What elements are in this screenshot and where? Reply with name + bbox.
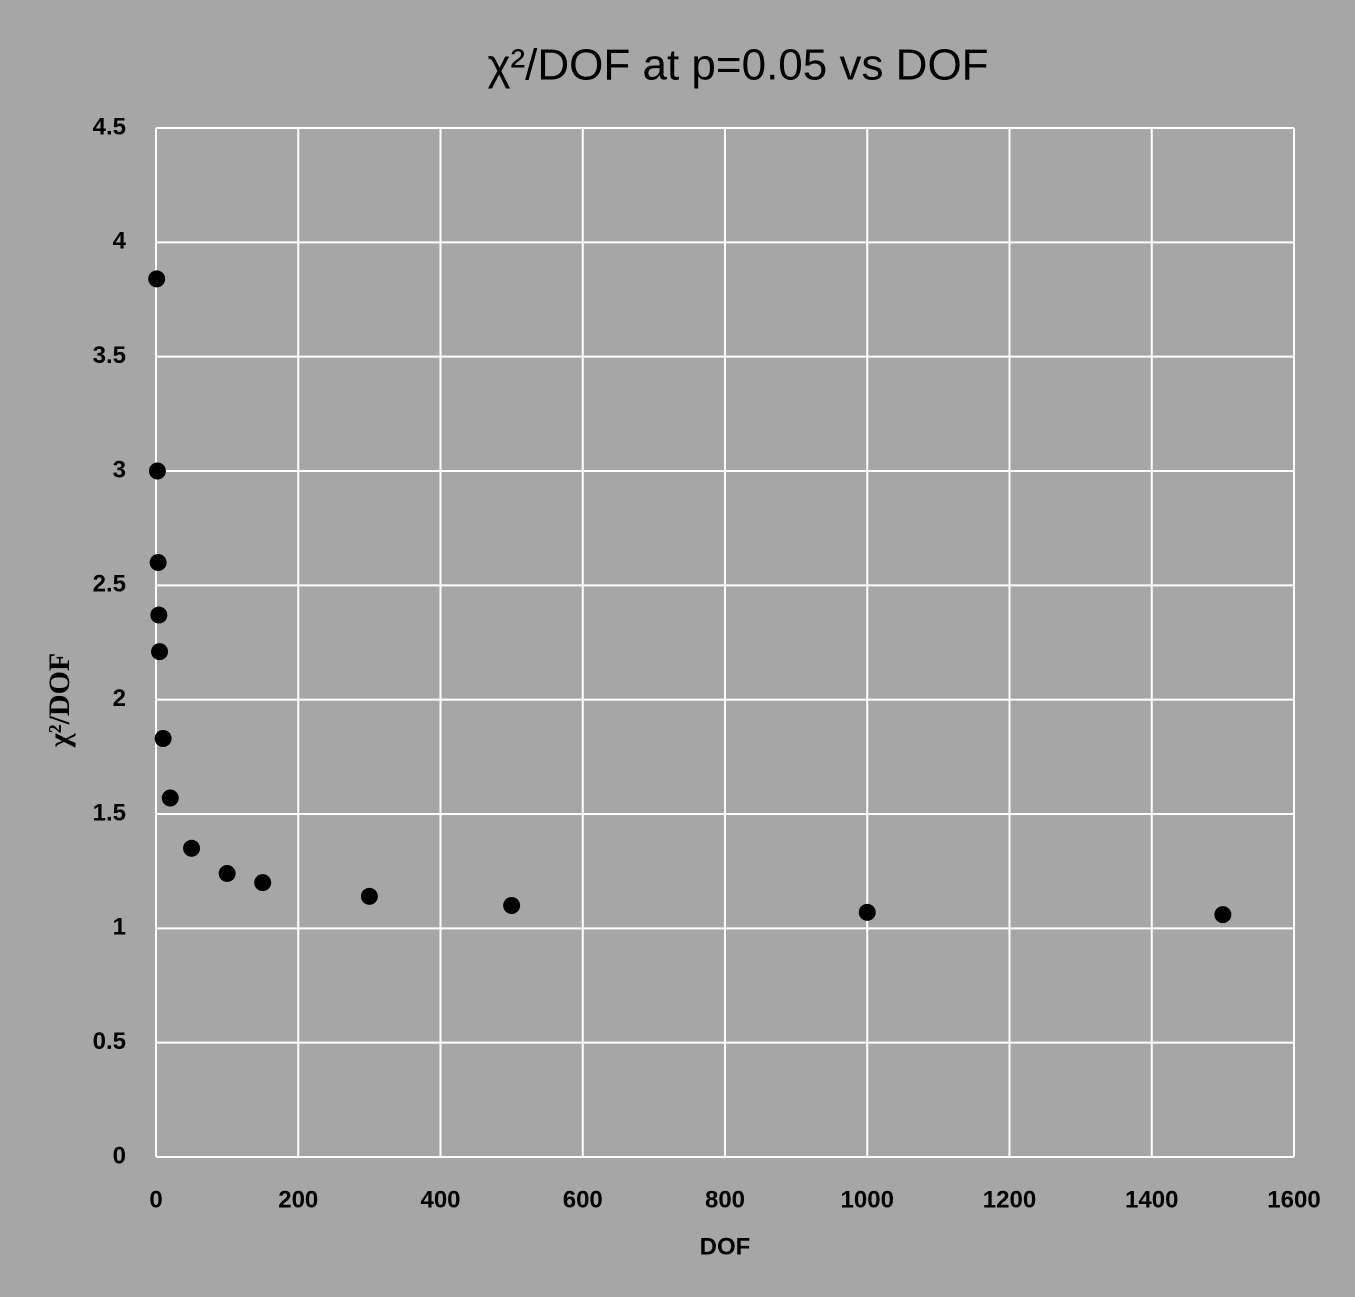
y-tick-label: 0.5: [93, 1028, 126, 1055]
x-tick-label: 0: [149, 1186, 162, 1213]
x-axis-label: DOF: [700, 1233, 751, 1260]
x-tick-label: 1600: [1267, 1186, 1320, 1213]
y-tick-label: 2.5: [93, 571, 126, 598]
x-tick-label: 400: [420, 1186, 460, 1213]
data-point: [183, 839, 201, 857]
y-tick-label: 3.5: [93, 342, 126, 369]
x-tick-label: 1400: [1125, 1186, 1178, 1213]
data-point: [1214, 906, 1232, 924]
y-tick-label: 0: [113, 1142, 126, 1169]
data-point: [218, 864, 236, 882]
y-tick-label: 2: [113, 685, 126, 712]
x-tick-label: 1200: [983, 1186, 1036, 1213]
chart-title: χ²/DOF at p=0.05 vs DOF: [487, 41, 988, 90]
x-tick-label: 200: [278, 1186, 318, 1213]
x-tick-label: 800: [705, 1186, 745, 1213]
y-tick-label: 3: [113, 456, 126, 483]
data-point: [148, 270, 166, 288]
y-tick-label: 4: [113, 228, 127, 255]
data-point: [161, 789, 179, 807]
y-tick-label: 1.5: [93, 799, 126, 826]
data-point: [151, 643, 169, 661]
y-tick-label: 4.5: [93, 113, 126, 140]
x-tick-label: 600: [563, 1186, 603, 1213]
data-point: [503, 896, 521, 914]
y-axis-label: χ²/DOF: [43, 653, 76, 749]
data-point: [360, 887, 378, 905]
x-tick-label: 1000: [841, 1186, 894, 1213]
data-point: [154, 730, 172, 748]
data-point: [254, 874, 272, 892]
data-point: [150, 606, 168, 624]
data-point: [858, 903, 876, 921]
data-point: [149, 553, 167, 571]
data-point: [148, 462, 166, 480]
y-tick-label: 1: [113, 914, 126, 941]
